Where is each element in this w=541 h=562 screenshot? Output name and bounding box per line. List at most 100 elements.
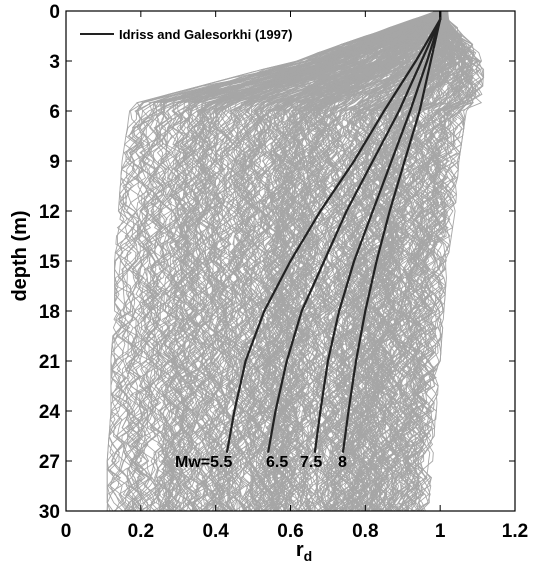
background-trace — [400, 10, 473, 512]
background-trace — [282, 10, 448, 512]
background-trace — [294, 10, 448, 512]
background-trace — [146, 10, 448, 512]
background-trace — [279, 10, 437, 512]
background-trace — [347, 10, 448, 512]
y-axis-label: depth (m) — [9, 210, 31, 301]
y-tick-label: 15 — [39, 252, 61, 273]
background-trace — [334, 10, 442, 512]
background-trace — [256, 10, 448, 512]
annotation-mw-7-5: 7.5 — [300, 454, 322, 471]
y-tick-label: 6 — [49, 102, 60, 123]
background-trace — [272, 10, 438, 512]
background-trace — [330, 10, 453, 512]
background-trace — [386, 10, 466, 512]
background-trace — [124, 10, 444, 512]
background-trace — [186, 10, 437, 512]
background-trace — [124, 10, 447, 512]
y-tick-label: 27 — [39, 452, 60, 473]
background-trace — [300, 10, 442, 512]
x-tick-label: 0.6 — [277, 521, 303, 542]
background-trace — [109, 10, 437, 512]
x-axis-label: rd — [296, 539, 312, 562]
background-trace — [348, 10, 450, 512]
background-trace — [278, 10, 442, 512]
background-trace — [320, 10, 439, 512]
background-trace — [144, 10, 440, 512]
background-trace — [296, 10, 446, 512]
background-trace — [242, 10, 440, 512]
background-trace — [203, 10, 437, 512]
background-trace — [187, 10, 437, 512]
background-trace — [178, 10, 445, 512]
y-tick-label: 3 — [49, 52, 60, 73]
background-trace — [355, 10, 451, 512]
background-trace — [200, 10, 439, 512]
background-trace — [216, 10, 437, 512]
background-trace — [329, 10, 437, 512]
background-trace — [258, 10, 437, 512]
background-trace — [342, 10, 452, 512]
y-axis-ticks: 0 3 6 9 12 15 18 21 24 27 30 — [39, 2, 515, 523]
x-axis-label-subscript: d — [304, 548, 313, 562]
background-trace — [249, 10, 438, 512]
background-trace — [397, 10, 481, 512]
idriss-galesorkhi-curves — [225, 10, 442, 453]
x-tick-label: 1.2 — [502, 521, 528, 542]
background-trace — [388, 10, 473, 512]
background-trace — [291, 10, 447, 512]
y-tick-label: 9 — [49, 152, 60, 173]
background-trace — [193, 10, 437, 512]
background-trace — [253, 10, 440, 512]
background-trace — [190, 10, 437, 512]
background-trace — [246, 10, 437, 512]
background-trace — [154, 10, 437, 512]
background-trace — [405, 10, 485, 512]
x-axis-ticks: 0 0.2 0.4 0.6 0.8 1 1.2 — [61, 11, 528, 542]
x-axis-label-main: r — [296, 539, 304, 561]
background-trace — [163, 10, 446, 512]
background-trace — [323, 10, 449, 512]
y-tick-label: 18 — [39, 302, 60, 323]
legend-label: Idriss and Galesorkhi (1997) — [119, 27, 292, 42]
background-trace — [311, 10, 443, 512]
y-tick-label: 30 — [39, 502, 60, 523]
background-trace — [401, 10, 474, 512]
background-trace — [200, 10, 448, 512]
background-trace — [240, 10, 441, 512]
background-trace — [123, 10, 439, 512]
background-trace — [320, 10, 442, 512]
y-tick-label: 24 — [39, 402, 61, 423]
y-tick-label: 12 — [39, 202, 60, 223]
x-tick-label: 0 — [61, 521, 72, 542]
annotation-mw-8: 8 — [338, 454, 347, 471]
background-trace — [314, 10, 443, 512]
background-trace — [397, 10, 475, 512]
background-trace — [321, 10, 439, 512]
annotation-mw-6-5: 6.5 — [266, 454, 288, 471]
y-tick-label: 0 — [49, 2, 60, 23]
background-trace — [156, 10, 446, 512]
background-trace — [106, 10, 440, 512]
legend: Idriss and Galesorkhi (1997) — [80, 27, 292, 42]
background-trace — [151, 10, 441, 511]
background-trace — [234, 10, 437, 512]
background-trace — [274, 10, 448, 512]
background-trace — [106, 10, 438, 512]
annotation-mw-5-5: Mw=5.5 — [175, 454, 232, 471]
ig-curve-3 — [341, 10, 442, 453]
x-tick-label: 0.4 — [202, 521, 229, 542]
background-trace — [396, 10, 473, 512]
background-traces — [106, 10, 485, 512]
ig-curve-2 — [313, 10, 442, 453]
ig-curve-0 — [225, 10, 442, 453]
background-trace — [216, 10, 448, 512]
background-trace — [273, 10, 441, 512]
x-tick-label: 0.2 — [128, 521, 154, 542]
y-tick-label: 21 — [39, 352, 61, 373]
background-trace — [406, 10, 481, 512]
background-trace — [281, 10, 448, 512]
background-trace — [152, 10, 448, 512]
x-tick-label: 1 — [435, 521, 446, 542]
background-trace — [207, 10, 440, 512]
